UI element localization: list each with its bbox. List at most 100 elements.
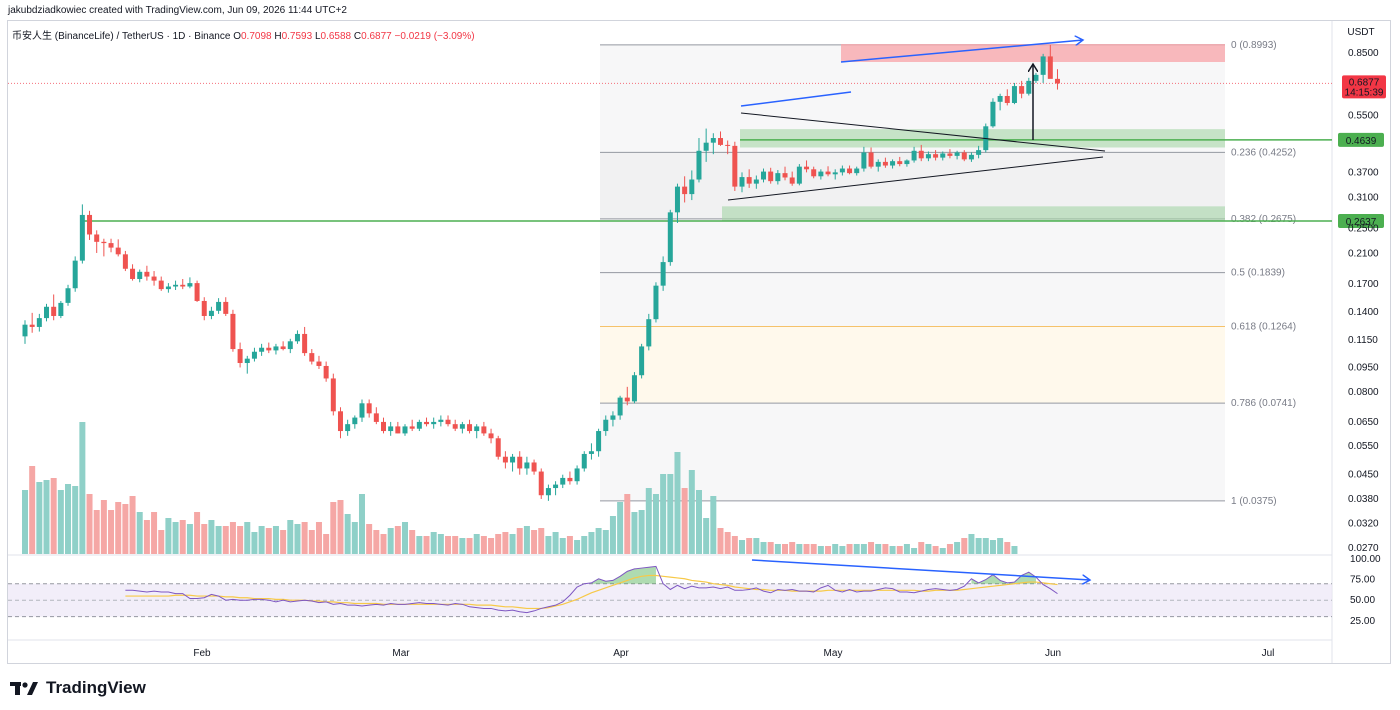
level-badge-text: 0.4639	[1346, 136, 1377, 147]
volume-bar	[889, 546, 896, 554]
volume-bar	[645, 488, 652, 554]
volume-bar	[710, 496, 717, 554]
candle-body	[904, 160, 910, 165]
tradingview-logo[interactable]: TradingView	[10, 678, 146, 698]
time-tick-label: May	[824, 648, 843, 659]
volume-bar	[954, 542, 961, 554]
candle-body	[22, 324, 28, 337]
chart-frame	[7, 20, 1391, 664]
volume-bar	[853, 544, 860, 554]
candle-body	[144, 271, 150, 277]
candle-body	[352, 417, 358, 425]
candle-body	[108, 243, 114, 248]
candle-body	[1019, 86, 1025, 94]
volume-bar	[868, 542, 875, 554]
candle-body	[510, 456, 516, 463]
volume-bar	[251, 532, 258, 554]
volume-bar	[201, 524, 208, 554]
volume-bar	[746, 538, 753, 554]
price-tick-label: 0.0950	[1348, 362, 1379, 373]
candle-body	[768, 171, 774, 182]
volume-bar	[222, 526, 229, 554]
volume-bar	[423, 536, 430, 554]
change-value: −0.0219 (−3.09%)	[394, 31, 475, 42]
candle-body	[230, 313, 236, 350]
volume-bar	[767, 542, 774, 554]
volume-bar	[72, 486, 79, 554]
volume-bar	[502, 532, 509, 554]
candle-body	[72, 260, 78, 289]
open-label: O	[233, 31, 241, 42]
volume-bar	[688, 470, 695, 554]
current-price-text: 0.6877	[1349, 77, 1380, 88]
volume-bar	[430, 532, 437, 554]
volume-bar	[452, 536, 459, 554]
rsi-tick-label: 75.00	[1350, 575, 1375, 586]
candle-body	[610, 415, 616, 420]
rsi-tick-label: 25.00	[1350, 616, 1375, 627]
candle-body	[409, 426, 415, 429]
volume-bar	[459, 538, 466, 554]
volume-bar	[272, 526, 279, 554]
volume-bar	[330, 502, 337, 554]
candle-body	[388, 426, 394, 432]
volume-bar	[1011, 546, 1018, 554]
candle-body	[997, 95, 1003, 102]
candle-body	[402, 426, 408, 434]
volume-bar	[667, 474, 674, 554]
volume-bar	[932, 546, 939, 554]
volume-bar	[387, 528, 394, 554]
volume-bar	[409, 530, 416, 554]
volume-bar	[739, 540, 745, 554]
volume-bar	[631, 512, 638, 554]
low-label: L	[314, 31, 321, 42]
volume-bar	[280, 530, 287, 554]
price-tick-label: 0.2500	[1348, 224, 1379, 235]
volume-bar	[989, 540, 996, 554]
volume-bar	[50, 478, 57, 554]
candle-body	[36, 318, 42, 327]
volume-bar	[574, 540, 581, 554]
candle-body	[223, 301, 229, 314]
candle-body	[309, 353, 315, 362]
candle-body	[947, 153, 953, 156]
candle-body	[854, 168, 860, 174]
volume-bar	[581, 536, 588, 554]
candle-body	[251, 351, 257, 359]
price-tick-label: 0.0550	[1348, 441, 1379, 452]
candle-body	[294, 333, 300, 342]
candle-body	[531, 462, 537, 472]
level-badge	[1338, 132, 1384, 147]
candle-body	[804, 166, 810, 170]
volume-bar	[803, 544, 810, 554]
volume-bar	[43, 480, 50, 554]
volume-bar	[323, 534, 330, 554]
candle-body	[918, 150, 924, 159]
created-by-note: jakubdziadkowiec created with TradingVie…	[8, 5, 347, 16]
candle-body	[832, 172, 838, 175]
volume-bar	[208, 520, 215, 554]
volume-bar	[825, 546, 832, 554]
volume-bar	[29, 466, 36, 554]
volume-bar	[1004, 542, 1011, 554]
volume-bar	[810, 544, 817, 554]
price-tick-label: 0.5500	[1348, 110, 1379, 121]
candle-body	[639, 346, 645, 376]
volume-bar	[244, 522, 251, 554]
tradingview-logo-icon	[10, 682, 38, 695]
candle-body	[180, 284, 186, 287]
candle-body	[574, 468, 580, 482]
candle-body	[287, 341, 293, 350]
candle-body	[868, 152, 874, 167]
volume-bar	[789, 542, 796, 554]
volume-bar	[315, 522, 322, 554]
candle-body	[44, 306, 50, 319]
volume-bar	[179, 520, 186, 554]
candle-body	[847, 168, 853, 174]
volume-bar	[602, 530, 609, 554]
candle-body	[588, 451, 594, 454]
price-tick-label: 0.1150	[1348, 335, 1378, 346]
candle-body	[761, 171, 767, 180]
candle-body	[596, 431, 602, 452]
